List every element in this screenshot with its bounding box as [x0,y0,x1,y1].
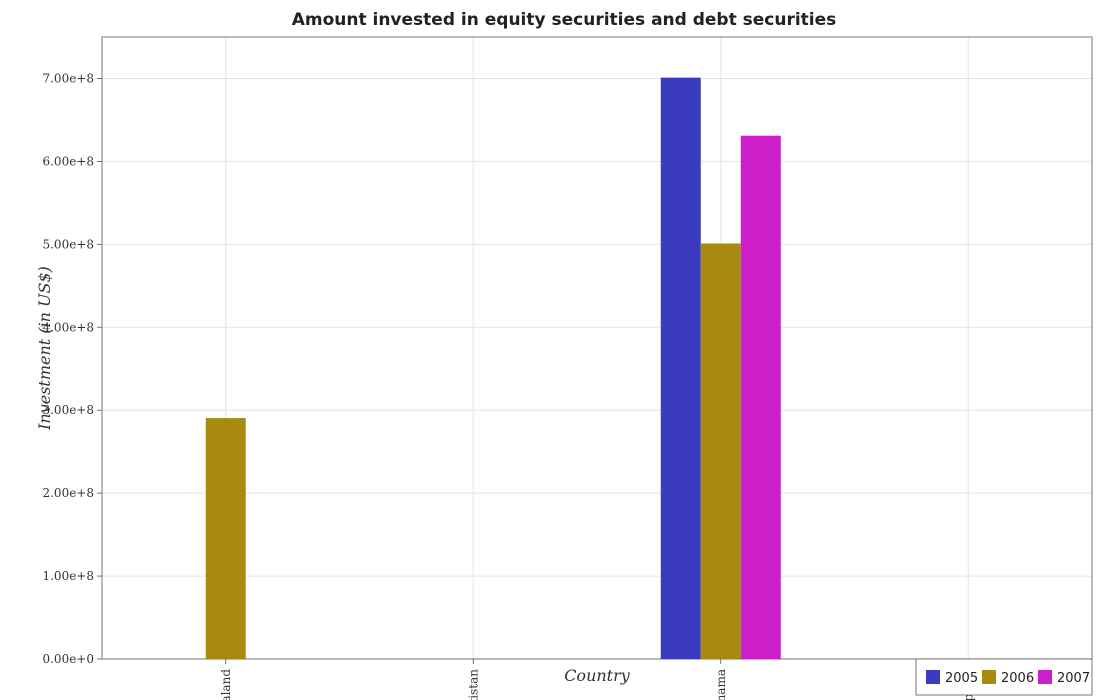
legend-swatch-2007 [1038,670,1052,684]
y-tick-label: 0.00e+0 [42,652,94,666]
y-tick-label: 5.00e+8 [42,237,94,251]
bars [205,77,781,660]
x-tick-label: Pakistan [466,669,480,700]
legend: 2005 2006 2007 [915,658,1093,696]
y-ticks: 0.00e+0 1.00e+8 2.00e+8 3.00e+8 4.00e+8 5.00e… [42,71,102,666]
legend-swatch-2006 [982,670,996,684]
legend-label-2005: 2005 [945,671,978,686]
y-tick-label: 1.00e+8 [42,569,94,583]
legend-label-2007: 2007 [1057,671,1090,686]
x-tick-label: Panama [714,669,728,700]
legend-label-2006: 2006 [1001,671,1034,686]
legend-box [915,658,1093,696]
grid [102,37,1092,660]
y-tick-label: 3.00e+8 [42,403,94,417]
y-tick-label: 4.00e+8 [42,320,94,334]
y-axis-label: Investment (in US$) [35,266,54,431]
y-tick-label: 6.00e+8 [42,154,94,168]
y-tick-label: 2.00e+8 [42,486,94,500]
plot-frame [101,36,1093,660]
x-axis-label: Country [564,666,631,685]
x-tick-label: New Zealand [219,669,233,700]
y-tick-label: 7.00e+8 [42,71,94,85]
legend-swatch-2005 [926,670,940,684]
chart-title: Amount invested in equity securities and… [292,10,837,30]
bar-2005-panama [660,77,701,660]
bar-2006-new-zealand [205,418,246,659]
bar-2006-panama [700,243,741,659]
bar-2007-panama [740,135,781,659]
